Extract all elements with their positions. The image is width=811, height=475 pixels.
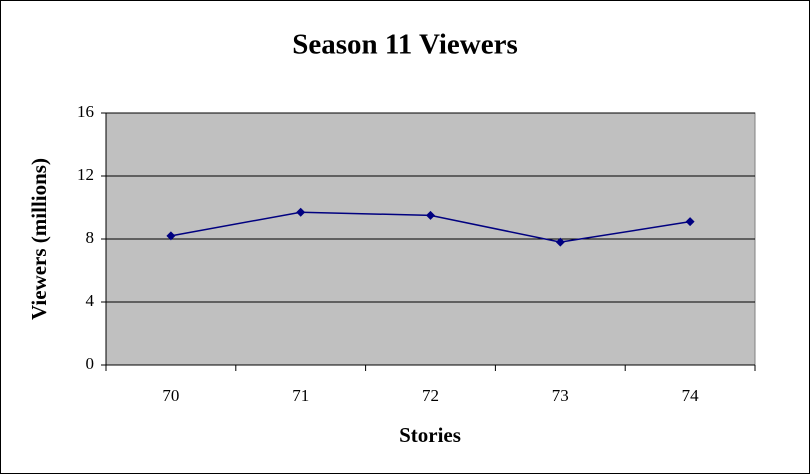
point-marker	[426, 210, 435, 220]
y-tick-label: 0	[86, 354, 95, 373]
chart-title: Season 11 Viewers	[292, 29, 518, 61]
x-tick-label: 74	[682, 386, 700, 405]
point-marker	[685, 217, 695, 227]
y-tick-label: 8	[86, 228, 95, 247]
x-tick-label: 72	[422, 386, 439, 405]
x-tick-label: 71	[292, 386, 309, 405]
point-marker	[296, 207, 306, 217]
y-tick-label: 4	[86, 291, 95, 310]
x-tick-label: 73	[552, 386, 569, 405]
point-marker	[555, 237, 565, 247]
y-tick-label: 16	[77, 102, 94, 121]
y-axis-title: Viewers (millions)	[27, 158, 51, 320]
x-axis-title: Stories	[399, 423, 461, 447]
y-tick-label: 12	[77, 165, 94, 184]
x-tick-label: 70	[162, 386, 179, 405]
point-marker	[166, 231, 176, 241]
